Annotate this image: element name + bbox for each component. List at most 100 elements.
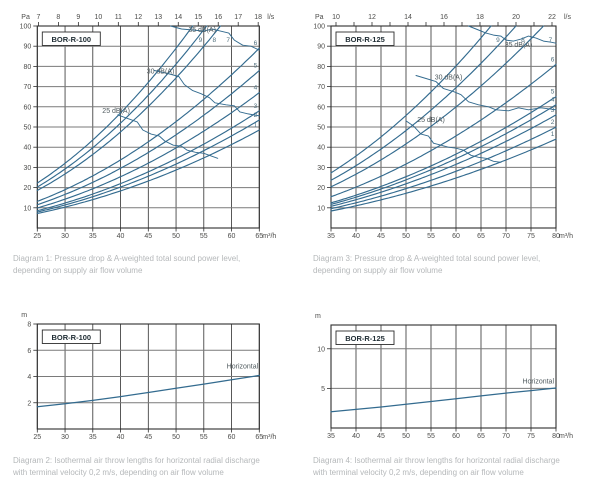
chart-title: BOR-R-100 — [41, 31, 101, 46]
sound-level-contours: 25 dB(A) 30 dB(A) 35 dB(A) — [102, 25, 260, 159]
grid — [327, 22, 557, 232]
fan-speed-curve — [36, 25, 208, 188]
x-axis-unit-label: m³/h — [559, 233, 573, 240]
air-throw-line-group: Horizontal — [330, 379, 557, 413]
y-axis-unit-label: Pa — [315, 14, 324, 21]
x-tick-label: 45 — [144, 434, 152, 441]
chart-title-text: BOR-R-125 — [345, 35, 385, 44]
fan-speed-curve — [36, 110, 260, 212]
y-tick-label: 40 — [317, 145, 325, 152]
x-tick-label: 25 — [33, 233, 41, 240]
sound-level-contour — [117, 114, 219, 159]
x2-tick-label: 8 — [56, 14, 60, 21]
x-axis-unit-label: m³/h — [262, 434, 276, 441]
caption-line: Diagram 3: Pressure drop & A-weighted to… — [313, 254, 541, 263]
sound-level-contours: 25 dB(A) 30 dB(A) 35 dB(A) — [405, 25, 557, 163]
y-tick-label: 30 — [24, 165, 32, 172]
y-tick-label: 80 — [317, 64, 325, 71]
fan-speed-curve — [36, 25, 221, 192]
sound-level-contour — [468, 25, 557, 44]
y-tick-label: 40 — [24, 145, 32, 152]
caption-line: Diagram 1: Pressure drop & A-weighted to… — [13, 254, 241, 263]
air-throw-line-label: Horizontal — [522, 379, 554, 386]
grid — [33, 22, 260, 232]
y-axis-unit-label: m — [315, 313, 321, 320]
fan-speed-curve — [36, 69, 260, 206]
x2-tick-label: 9 — [76, 14, 80, 21]
x-tick-label: 50 — [172, 233, 180, 240]
x2-tick-label: 12 — [134, 14, 142, 21]
fan-speed-curve-label: 7 — [549, 37, 553, 44]
chart-title-box — [335, 31, 395, 46]
fan-speed-curve-label: 5 — [254, 62, 258, 69]
x-tick-label: 40 — [117, 233, 125, 240]
fan-speed-curve — [330, 138, 557, 212]
y-tick-label: 6 — [27, 348, 31, 355]
chart-title: BOR-R-100 — [41, 329, 101, 344]
fan-speed-curve — [330, 25, 492, 174]
x2-tick-label: 7 — [36, 14, 40, 21]
air-throw-line-label: Horizontal — [227, 364, 259, 371]
x2-tick-label: 17 — [234, 14, 242, 21]
y-tick-label: 20 — [317, 185, 325, 192]
y-tick-label: 4 — [27, 374, 31, 381]
x-tick-label: 35 — [327, 433, 335, 440]
x-tick-label: 60 — [452, 233, 460, 240]
fan-speed-curve — [330, 104, 557, 205]
caption-line: with terminal velocity 0,2 m/s, dependin… — [313, 468, 524, 477]
x-tick-label: 55 — [200, 233, 208, 240]
y-tick-label: 10 — [317, 205, 325, 212]
x-tick-label: 65 — [477, 433, 485, 440]
sound-level-contour — [415, 75, 557, 112]
fan-speed-curve-label: 9 — [199, 37, 203, 44]
diagram-1-caption: Diagram 1: Pressure drop & A-weighted to… — [13, 253, 240, 277]
x-tick-label: 35 — [327, 233, 335, 240]
x-tick-label: 45 — [377, 233, 385, 240]
y-axis-unit-label: m — [21, 312, 27, 319]
fan-speed-curve-label: 7 — [226, 37, 230, 44]
x-tick-label: 60 — [228, 434, 236, 441]
x-tick-label: 35 — [89, 233, 97, 240]
sound-level-label: 25 dB(A) — [417, 117, 445, 124]
x-tick-label: 50 — [172, 434, 180, 441]
fan-speed-curve — [36, 47, 260, 202]
plot-frame — [36, 25, 260, 229]
chart-title-box — [41, 329, 101, 344]
x2-tick-label: 14 — [404, 14, 412, 21]
x2-tick-label: 22 — [548, 14, 556, 21]
sound-level-label: 25 dB(A) — [102, 108, 130, 115]
x2-tick-label: 15 — [194, 14, 202, 21]
fan-speed-curve — [36, 25, 194, 184]
fan-speed-curve-label: 4 — [254, 85, 258, 92]
x2-tick-label: 18 — [254, 14, 262, 21]
x-tick-label: 55 — [427, 233, 435, 240]
fan-speed-curve-label: 6 — [254, 40, 258, 47]
y-tick-label: 60 — [24, 104, 32, 111]
x2-tick-label: 16 — [214, 14, 222, 21]
y-tick-label: 90 — [317, 44, 325, 51]
air-throw-line — [330, 387, 557, 413]
y-tick-label: 70 — [24, 84, 32, 91]
y-tick-label: 5 — [321, 386, 325, 393]
fan-speed-curve — [330, 114, 557, 207]
y-tick-label: 30 — [317, 165, 325, 172]
fan-speed-curve — [330, 96, 557, 204]
y-tick-label: 90 — [24, 44, 32, 51]
x-tick-label: 70 — [502, 233, 510, 240]
x-axis-unit-label: m³/h — [262, 233, 276, 240]
fan-speed-curve — [330, 25, 517, 181]
x-tick-label: 40 — [352, 233, 360, 240]
x-tick-label: 55 — [427, 433, 435, 440]
chart-title-text: BOR-R-125 — [345, 334, 385, 343]
x-tick-label: 55 — [200, 434, 208, 441]
x-tick-label: 50 — [402, 233, 410, 240]
y-tick-label: 10 — [317, 346, 325, 353]
y-tick-label: 20 — [24, 185, 32, 192]
fan-speed-curve-label: 6 — [551, 56, 555, 63]
air-throw-line-group: Horizontal — [36, 364, 260, 408]
x-tick-label: 45 — [144, 233, 152, 240]
sound-level-label: 30 dB(A) — [435, 75, 463, 82]
